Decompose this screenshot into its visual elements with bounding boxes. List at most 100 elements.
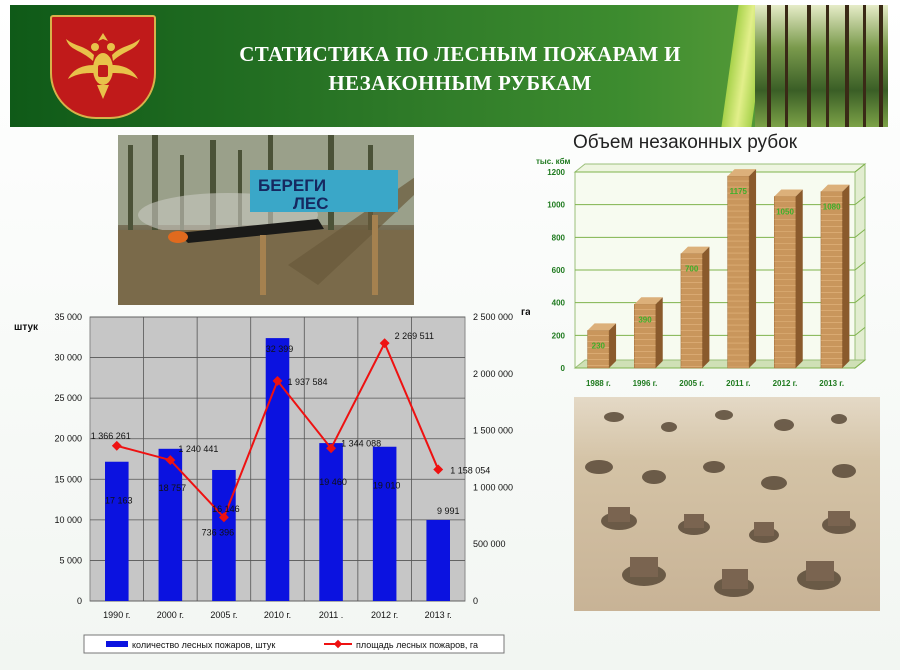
bar-logging-volume [820,191,843,369]
bar-fires-count [319,443,343,601]
bar-logging-volume [774,196,796,369]
logging-grid-line-depth [854,163,866,173]
logging-y-tick-label: 200 [552,331,566,340]
bar-fires-count [265,338,290,601]
wildfire-chart: 17 163 18 757 16 146 32 399 19 460 19 010 9 99… [14,307,530,654]
logging-x-category-label: 2005 г. [679,379,704,388]
title-line-1: СТАТИСТИКА ПО ЛЕСНЫМ ПОЖАРАМ И [239,42,681,66]
bar-value-label: 19 010 [373,481,401,491]
title-line-2: НЕЗАКОННЫМ РУБКАМ [328,71,592,95]
logging-bar-label: 1080 [823,203,841,212]
logging-x-category-label: 2013 г. [819,379,844,388]
logging-bar-label: 390 [638,315,652,324]
y-left-tick-label: 15 000 [54,474,82,484]
y-right-tick-label: 1 500 000 [473,426,513,436]
x-category-label: 2012 г. [371,610,398,620]
x-category-label: 2011 . [319,610,343,620]
y-right-tick-label: 0 [473,596,478,606]
bar-side-face [795,189,803,368]
bar-value-label: 32 399 [266,344,294,354]
y-right-tick-label: 500 000 [473,539,506,549]
bar-top-face [820,184,850,192]
logging-x-category-label: 2011 г. [726,379,750,388]
x-category-label: 2013 г. [425,610,452,620]
x-category-label: 2005 г. [210,610,237,620]
logging-x-category-label: 1996 г. [633,379,658,388]
x-category-label: 1990 г. [103,610,130,620]
y-right-tick-label: 1 000 000 [473,482,513,492]
forest-photo [755,5,888,127]
bar-top-face [774,189,803,197]
bar-value-label: 17 163 [105,496,133,506]
logging-grid-line-depth [854,261,866,271]
bar-value-label: 16 146 [212,504,240,514]
line-value-label: 1 240 441 [178,444,218,454]
y-left-tick-label: 5 000 [59,555,82,565]
logging-y-axis-label: тыс. кбм [536,157,570,166]
y-right-tick-label: 2 000 000 [473,369,513,379]
sign-text-2: ЛЕС [293,194,329,213]
x-category-label: 2010 г. [264,610,291,620]
logging-grid-line-depth [854,228,866,238]
logging-x-category-label: 2012 г. [773,379,798,388]
logging-bar-label: 700 [685,265,699,274]
x-category-label: 2000 г. [157,610,184,620]
bar-side-face [655,297,663,368]
logging-bar-label: 1175 [730,187,748,196]
stumps-photo [574,397,880,611]
y-right-axis-label: га [521,307,530,318]
bar-fires-count [105,461,129,601]
logging-y-tick-label: 600 [552,266,566,275]
bar-value-label: 9 991 [437,506,460,516]
illegal-logging-chart: 230 390 700 1175 1050 1080 0 200 400 600 800 1000 1… [536,157,867,388]
y-left-tick-label: 10 000 [54,515,82,525]
bar-logging-volume [634,304,656,369]
bar-side-face [609,323,617,368]
bar-side-face [749,169,757,368]
y-left-tick-label: 0 [77,596,82,606]
bar-logging-volume [587,330,610,369]
logging-y-tick-label: 1200 [547,168,565,177]
line-value-label: 1 366 261 [91,431,131,441]
logging-chart-title: Объем незаконных рубок [572,132,798,153]
line-point [272,375,283,386]
bar-side-face [702,246,710,368]
line-value-label: 1 344 088 [341,438,381,448]
y-left-tick-label: 25 000 [54,393,82,403]
legend-fires-area: площадь лесных пожаров, га [356,640,478,650]
y-left-tick-label: 35 000 [54,312,82,322]
logging-bar-label: 1050 [776,208,794,217]
sign-text-1: БЕРЕГИ [258,176,326,195]
y-left-tick-label: 20 000 [54,434,82,444]
bar-top-face [634,297,663,305]
bar-side-face [842,184,850,368]
line-value-label: 736 396 [202,527,235,537]
legend-swatch-fires-count [106,641,128,647]
bar-value-label: 19 460 [319,477,347,487]
bar-fires-count [372,446,397,601]
line-value-label: 1 937 584 [288,377,328,387]
legend-fires-count: количество лесных пожаров, штук [132,640,275,650]
bar-top-face [587,323,617,331]
logging-y-tick-label: 0 [561,364,566,373]
chart-legend [83,634,505,654]
forest-fire-photo: БЕРЕГИ ЛЕС [118,135,414,305]
bar-value-label: 18 757 [159,483,187,493]
line-point [165,455,176,466]
bar-top-face [727,169,757,177]
line-value-label: 1 158 054 [450,465,490,475]
y-right-tick-label: 2 500 000 [473,312,513,322]
y-left-tick-label: 30 000 [54,353,82,363]
page-title: СТАТИСТИКА ПО ЛЕСНЫМ ПОЖАРАМ И НЕЗАКОННЫ… [170,40,750,98]
line-point [326,443,337,454]
logging-grid-line-depth [854,294,866,304]
bar-fires-count [426,519,450,601]
coat-of-arms-icon [50,15,156,119]
logging-grid-line-depth [854,326,866,336]
logging-grid-line-depth [854,359,866,369]
logging-x-category-label: 1988 г. [586,379,611,388]
logging-bar-label: 230 [592,341,606,350]
logging-y-tick-label: 400 [552,299,566,308]
line-value-label: 2 269 511 [395,331,434,341]
logging-grid-line-depth [854,196,866,206]
